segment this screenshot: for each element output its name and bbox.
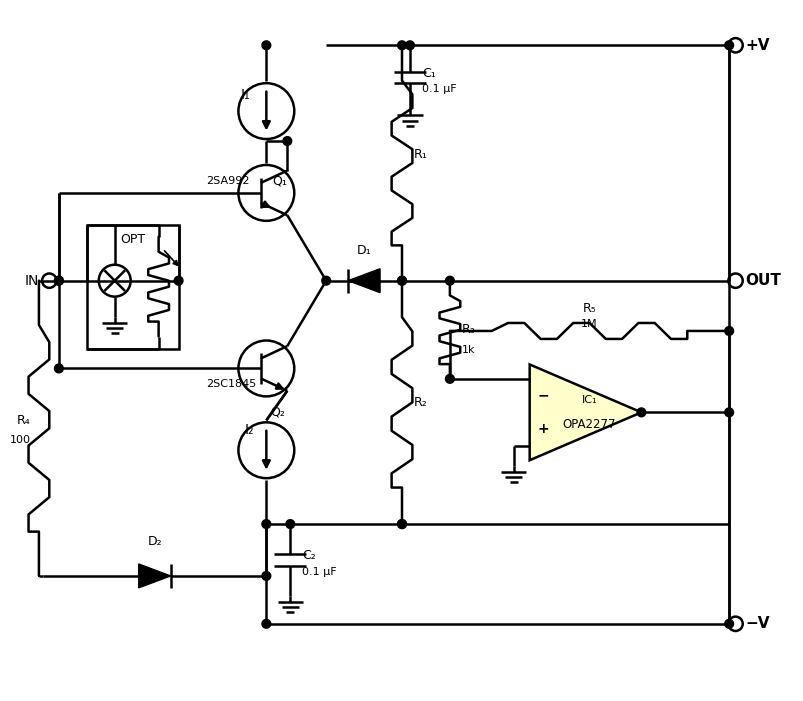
Circle shape: [262, 519, 271, 529]
Text: OPA2277: OPA2277: [562, 418, 616, 431]
Text: D₂: D₂: [147, 535, 161, 548]
Text: 100: 100: [10, 435, 31, 445]
Polygon shape: [348, 268, 380, 292]
Text: R₃: R₃: [461, 323, 475, 336]
Text: R₂: R₂: [414, 396, 427, 409]
Circle shape: [174, 276, 183, 285]
Polygon shape: [529, 365, 641, 461]
Circle shape: [55, 276, 63, 285]
Bar: [87, 225, 178, 348]
Text: 0.1 μF: 0.1 μF: [302, 567, 336, 577]
Text: I₁: I₁: [240, 88, 250, 102]
Circle shape: [724, 41, 732, 50]
Circle shape: [286, 519, 295, 529]
Text: 1M: 1M: [581, 320, 597, 329]
Circle shape: [55, 364, 63, 373]
Circle shape: [283, 137, 291, 145]
Text: +: +: [537, 422, 548, 436]
Polygon shape: [138, 564, 170, 588]
Text: IC₁: IC₁: [581, 395, 597, 405]
Circle shape: [636, 408, 645, 416]
Circle shape: [262, 41, 271, 50]
Circle shape: [55, 276, 63, 285]
Circle shape: [397, 276, 406, 285]
Text: Q₁: Q₁: [272, 175, 287, 187]
Text: 2SA992: 2SA992: [206, 176, 250, 186]
Text: Q₂: Q₂: [270, 406, 285, 418]
Circle shape: [397, 519, 406, 529]
Text: I₂: I₂: [245, 423, 254, 437]
Text: 1k: 1k: [461, 345, 475, 355]
Circle shape: [321, 276, 330, 285]
Circle shape: [262, 571, 271, 580]
Text: +V: +V: [744, 38, 768, 53]
Circle shape: [445, 276, 454, 285]
Text: R₅: R₅: [582, 302, 596, 315]
Text: IN: IN: [25, 273, 39, 287]
Text: 0.1 μF: 0.1 μF: [422, 84, 456, 94]
Circle shape: [405, 41, 414, 50]
Text: R₄: R₄: [17, 414, 31, 427]
Text: D₁: D₁: [357, 244, 371, 257]
Circle shape: [397, 519, 406, 529]
Text: −V: −V: [744, 616, 768, 632]
Circle shape: [397, 276, 406, 285]
Text: 2SC1845: 2SC1845: [206, 379, 256, 390]
Text: −: −: [537, 388, 548, 402]
Circle shape: [397, 41, 406, 50]
Text: OPT: OPT: [120, 233, 145, 246]
Text: R₁: R₁: [414, 149, 427, 161]
Text: C₁: C₁: [422, 67, 435, 80]
Circle shape: [724, 408, 732, 416]
Text: OUT: OUT: [744, 273, 780, 288]
Text: C₂: C₂: [302, 550, 316, 562]
Circle shape: [445, 374, 454, 383]
Circle shape: [724, 620, 732, 628]
Circle shape: [262, 620, 271, 628]
Circle shape: [724, 327, 732, 335]
